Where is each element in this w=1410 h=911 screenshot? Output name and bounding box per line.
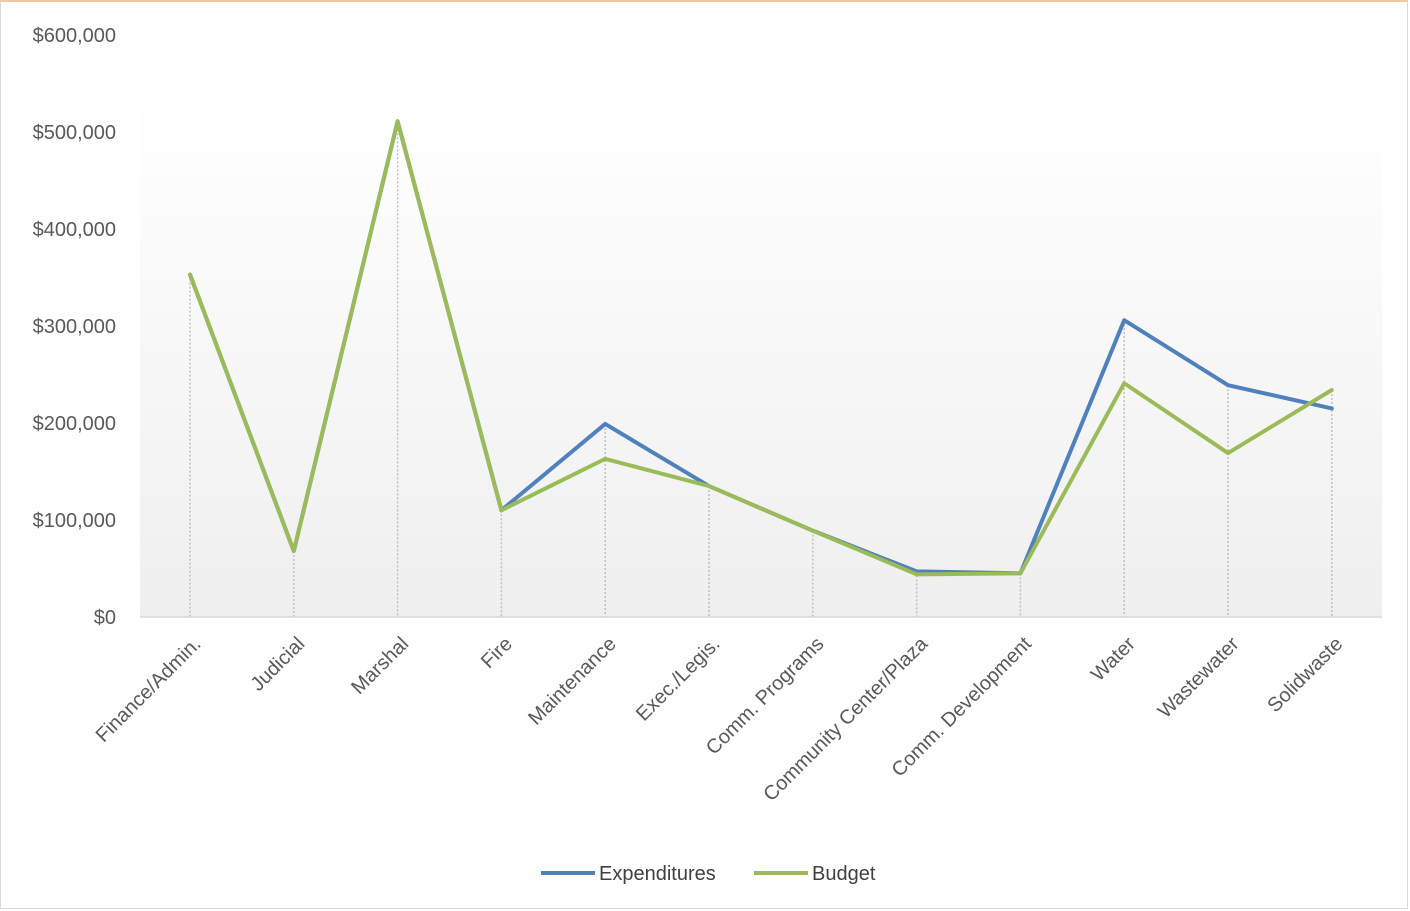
x-tick-label: Maintenance [524, 633, 621, 730]
x-tick-label: Fire [477, 633, 517, 673]
x-tick-label: Solidwaste [1263, 633, 1347, 717]
y-tick-label: $400,000 [33, 219, 116, 241]
series-line-budget [188, 119, 1334, 577]
legend-label-budget: Budget [812, 863, 876, 885]
x-tick-label: Finance/Admin. [92, 633, 206, 747]
y-tick-label: $300,000 [33, 316, 116, 338]
x-tick-label: Wastewater [1154, 633, 1244, 723]
y-tick-label: $100,000 [33, 510, 116, 532]
y-tick-label: $600,000 [33, 25, 116, 47]
y-axis-tick-labels: $0 $100,000 $200,000 $300,000 $400,000 $500,0… [33, 25, 116, 629]
plot-area [140, 100, 1382, 617]
y-tick-label: $0 [94, 607, 116, 629]
series-lines [188, 119, 1334, 577]
y-tick-label: $500,000 [33, 122, 116, 144]
legend: Expenditures Budget [541, 863, 876, 885]
x-tick-label: Water [1087, 633, 1140, 686]
y-tick-label: $200,000 [33, 413, 116, 435]
x-tick-label: Marshal [347, 633, 413, 699]
x-tick-label: Exec./Legis. [632, 633, 725, 726]
x-axis-tick-labels: Finance/Admin. Judicial Marshal Fire Mainten… [92, 632, 1348, 805]
x-tick-label: Community Center/Plaza [759, 632, 932, 805]
x-tick-label: Judicial [247, 633, 310, 696]
drop-lines [189, 121, 1333, 617]
legend-label-expenditures: Expenditures [599, 863, 716, 885]
